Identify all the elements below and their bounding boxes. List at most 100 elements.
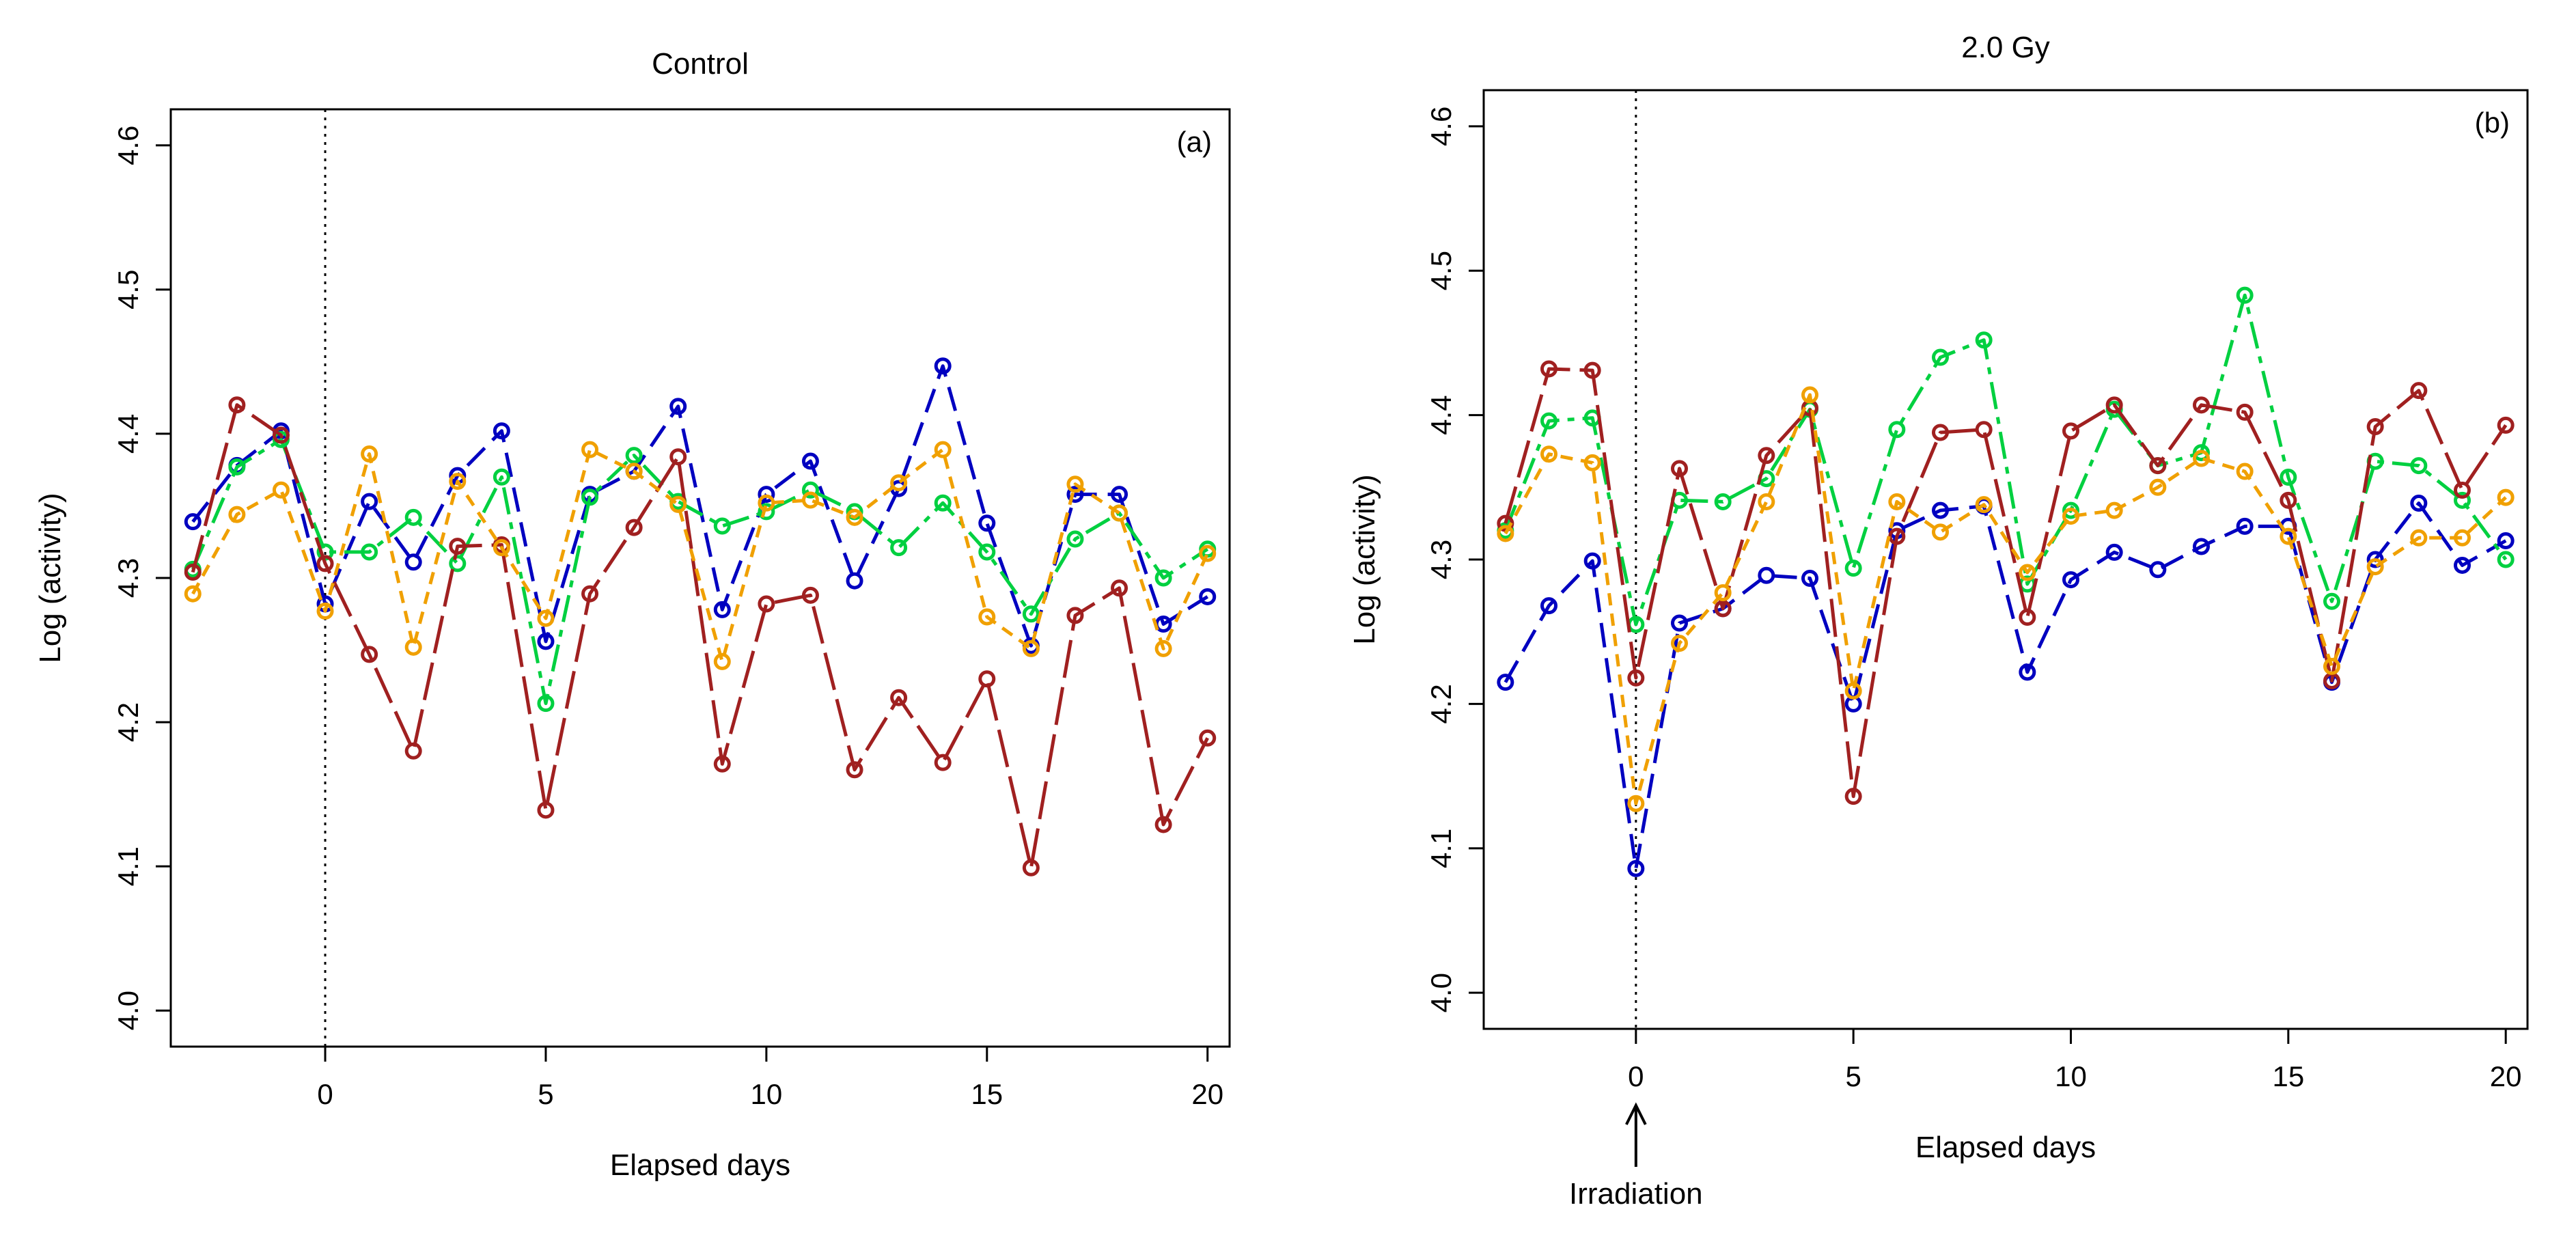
data-point-green: [2236, 286, 2254, 304]
data-point-orange: [1583, 454, 1601, 471]
data-point-blue: [934, 357, 952, 375]
data-point-red: [1671, 460, 1688, 478]
series-orange: [1497, 386, 2515, 812]
data-point-orange: [625, 463, 643, 480]
data-point-red: [2366, 418, 2384, 436]
data-point-green: [1932, 348, 1949, 366]
y-tick-label: 4.6: [1425, 107, 1457, 146]
data-point-orange: [1844, 682, 1862, 700]
chart-title: 2.0 Gy: [1961, 31, 2050, 64]
data-point-green: [537, 695, 555, 713]
x-tick-label: 20: [2490, 1060, 2522, 1092]
data-point-blue: [669, 398, 687, 415]
data-point-orange: [1627, 795, 1645, 812]
series-line-orange: [1504, 393, 2507, 805]
data-point-red: [404, 742, 422, 760]
data-point-blue: [2019, 663, 2036, 681]
data-point-orange: [2497, 488, 2515, 506]
data-point-blue: [184, 513, 202, 531]
data-point-blue: [2366, 551, 2384, 568]
y-tick-label: 4.6: [112, 126, 144, 165]
data-point-blue: [978, 514, 996, 532]
data-point-red: [2193, 396, 2210, 414]
data-point-blue: [404, 553, 422, 571]
data-point-red: [890, 689, 908, 706]
data-point-red: [361, 646, 378, 663]
data-point-green: [1540, 412, 1557, 430]
x-tick-label: 20: [1191, 1078, 1223, 1110]
data-point-blue: [2105, 543, 2123, 561]
data-point-orange: [2410, 529, 2428, 547]
data-point-red: [2062, 422, 2079, 440]
data-point-red: [581, 585, 599, 603]
series-blue: [1497, 495, 2515, 877]
panel-label: (b): [2475, 107, 2510, 139]
panel-2gy: 2.0 Gy (b) 4.0 4.1 4.2 4.3 4.4 4.5 4.6 0 5 10 15 20 El…: [1348, 31, 2529, 1211]
series-line-red: [1504, 367, 2508, 799]
data-point-red: [2410, 382, 2428, 400]
x-tick-label: 10: [2055, 1060, 2087, 1092]
x-tick-label: 5: [538, 1078, 553, 1110]
y-tick-label: 4.1: [112, 846, 144, 886]
data-point-red: [978, 670, 996, 688]
data-point-blue: [2236, 517, 2254, 535]
y-tick-label: 4.2: [112, 702, 144, 742]
data-point-red: [272, 426, 290, 444]
data-point-red: [1199, 729, 1217, 747]
data-point-blue: [1932, 501, 1949, 519]
data-point-orange: [449, 473, 467, 491]
chart-title: Control: [652, 47, 749, 81]
data-point-orange: [713, 652, 731, 670]
data-point-orange: [2236, 463, 2254, 480]
x-tick-label: 5: [1845, 1060, 1861, 1092]
data-point-orange: [581, 441, 599, 458]
data-point-green: [493, 468, 510, 486]
x-tick-label: 0: [1628, 1060, 1644, 1092]
data-point-orange: [2454, 529, 2471, 547]
y-tick-label: 4.5: [112, 270, 144, 309]
data-point-red: [2105, 396, 2123, 414]
data-point-blue: [1066, 486, 1084, 503]
y-axis-label: Log (activity): [33, 493, 67, 663]
data-point-orange: [2019, 564, 2036, 581]
data-point-green: [2280, 469, 2297, 486]
data-point-red: [801, 586, 819, 604]
data-point-red: [1758, 447, 1775, 465]
data-point-orange: [1758, 493, 1775, 510]
series-line-orange: [191, 447, 1209, 663]
series-orange: [184, 441, 1217, 670]
data-point-green: [228, 458, 246, 475]
series-line-green: [191, 437, 1209, 706]
data-point-red: [2280, 491, 2297, 509]
y-tick-label: 4.1: [1425, 829, 1457, 868]
irradiation-label: Irradiation: [1569, 1177, 1703, 1211]
data-point-green: [934, 494, 952, 512]
data-point-orange: [2105, 501, 2123, 519]
data-point-green: [581, 488, 599, 506]
data-point-orange: [1111, 504, 1128, 522]
data-point-orange: [228, 506, 246, 523]
data-point-green: [2062, 501, 2079, 519]
data-point-green: [2454, 491, 2471, 509]
data-point-orange: [404, 638, 422, 656]
data-point-green: [2193, 444, 2210, 462]
data-point-orange: [1154, 639, 1172, 657]
data-point-blue: [537, 633, 555, 650]
data-point-red: [1022, 859, 1040, 877]
data-point-red: [758, 595, 775, 613]
x-tick-label: 15: [971, 1078, 1003, 1110]
data-point-green: [1975, 331, 1993, 349]
data-point-green: [449, 555, 467, 572]
series-line-green: [1504, 293, 2508, 626]
y-tick-label: 4.4: [1425, 395, 1457, 434]
data-point-orange: [2062, 508, 2079, 525]
y-tick-label: 4.3: [112, 558, 144, 598]
data-point-blue: [846, 572, 863, 590]
data-point-green: [1066, 530, 1084, 548]
data-point-green: [890, 539, 908, 557]
y-tick-label: 4.3: [1425, 540, 1457, 579]
data-point-blue: [2062, 571, 2079, 589]
data-point-green: [801, 481, 819, 499]
data-point-orange: [1888, 493, 1906, 510]
